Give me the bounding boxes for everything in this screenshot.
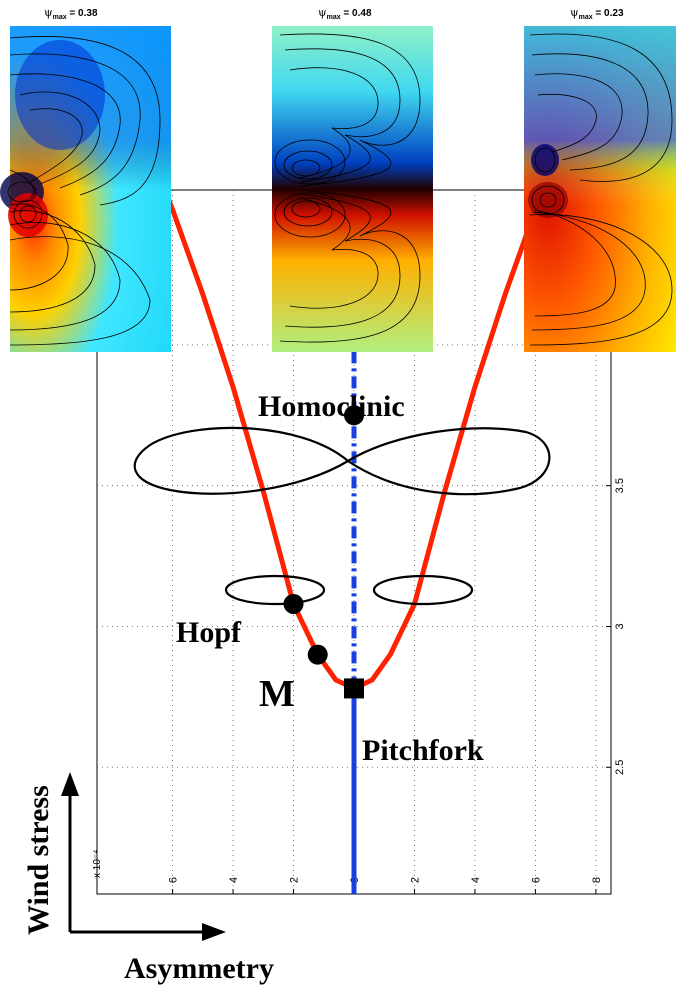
x-tick-label: 4 — [470, 877, 482, 883]
label-homoclinic: Homoclinic — [258, 390, 405, 423]
m-point — [307, 644, 328, 665]
label-pitchfork: Pitchfork — [362, 734, 484, 767]
hopf-cycle-right — [372, 574, 474, 606]
label-hopf: Hopf — [176, 616, 242, 649]
bifurcation-points — [283, 405, 364, 699]
panel-middle — [272, 26, 433, 352]
x-tick-label: 4 — [228, 877, 240, 883]
pitchfork-point — [344, 678, 364, 699]
hopf-cycle-left — [224, 574, 326, 606]
panel-title-middle: ψmax = 0.48 — [318, 6, 372, 21]
homoclinic-point — [344, 405, 364, 426]
y-tick-label: 2.5 — [614, 760, 626, 775]
x-tick-label: 2 — [289, 877, 301, 883]
arrow-up-icon — [61, 772, 79, 796]
arrow-right-icon — [202, 923, 226, 941]
label-m: M — [259, 673, 295, 715]
y-tick-label: 3.5 — [614, 478, 626, 493]
x-tick-label: 8 — [591, 877, 603, 883]
x-tick-label: 2 — [409, 877, 421, 883]
grid — [97, 190, 611, 894]
panel-left — [0, 26, 171, 352]
homoclinic-figure-eight — [133, 426, 551, 496]
y-tick-label: 3 — [614, 623, 626, 629]
limit-cycle-sketches — [133, 426, 551, 606]
x-tick-label: 6 — [530, 877, 542, 883]
panel-title-right: ψmax = 0.23 — [570, 6, 624, 21]
label-asymmetry: Asymmetry — [124, 952, 274, 985]
panel-right — [524, 26, 676, 352]
x-tick-label: 6 — [168, 877, 180, 883]
panel-title-left: ψmax = 0.38 — [44, 6, 98, 21]
hopf-point — [283, 593, 304, 614]
